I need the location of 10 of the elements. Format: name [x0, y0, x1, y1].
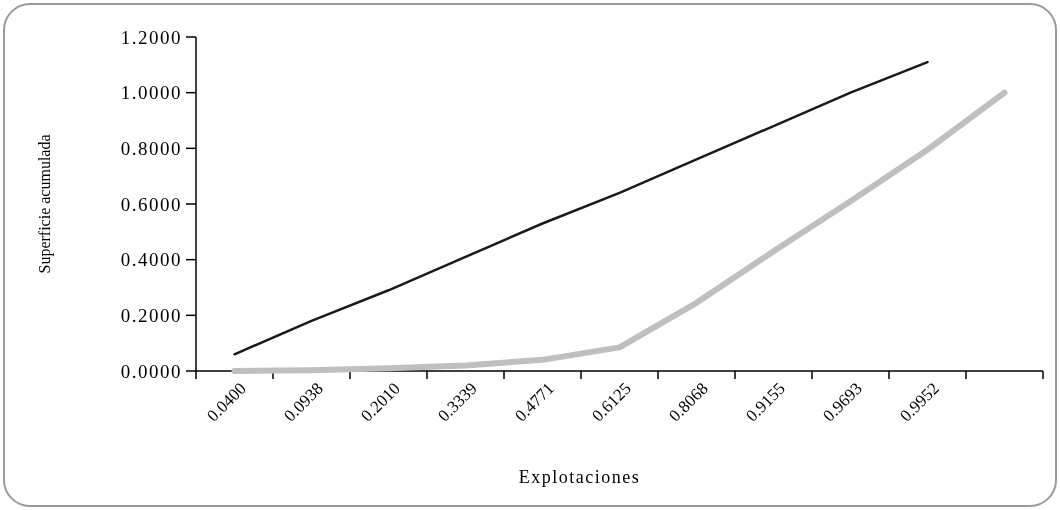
y-tick-label: 1.2000: [120, 26, 182, 48]
y-tick-label: 1.0000: [120, 82, 182, 104]
y-tick-label: 0.6000: [120, 193, 182, 215]
y-axis-title: Superficie acumulada: [36, 134, 54, 274]
y-tick-label: 0.4000: [120, 249, 182, 271]
y-tick-label: 0.8000: [120, 137, 182, 159]
line-series: [233, 60, 929, 356]
y-tick-label: 0.2000: [120, 304, 182, 326]
x-axis-title: Explotaciones: [518, 467, 641, 487]
y-tick-label: 0.0000: [120, 360, 182, 382]
